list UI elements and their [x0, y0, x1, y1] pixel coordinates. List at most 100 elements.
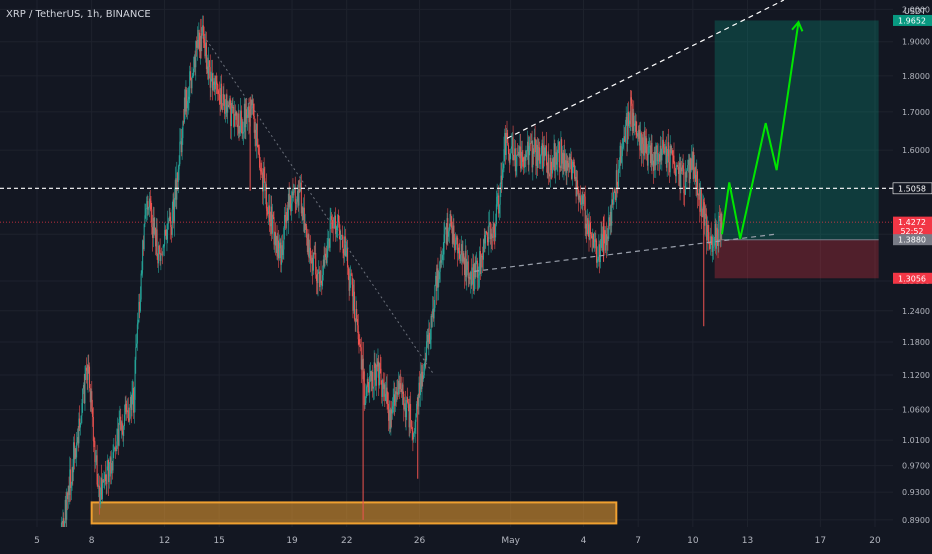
candle-body: [464, 257, 466, 276]
candle-body: [383, 384, 385, 389]
candle-body: [355, 309, 357, 323]
candle-body: [495, 204, 497, 225]
drawings-layer[interactable]: [0, 0, 893, 376]
candle-body: [133, 387, 135, 413]
candle-body: [535, 140, 537, 166]
candle-body: [504, 132, 506, 150]
candle-body: [302, 207, 304, 220]
candle-body: [243, 103, 245, 132]
y-tick-label: 1.1200: [902, 371, 930, 380]
candle-body: [665, 146, 667, 151]
candle-body: [422, 371, 424, 379]
trendline-downtrend[interactable]: [200, 31, 435, 376]
candle-body: [591, 236, 593, 239]
candle-body: [512, 137, 514, 156]
candle-body: [482, 256, 484, 260]
candle-body: [219, 95, 221, 105]
candle-body: [473, 264, 475, 291]
candle-body: [625, 116, 627, 126]
candle-body: [260, 169, 262, 172]
candle-body: [539, 156, 541, 164]
candle-body: [144, 215, 146, 225]
candle-body: [507, 137, 509, 146]
candle-body: [358, 339, 360, 345]
candle-body: [92, 416, 94, 441]
candle-body: [440, 260, 442, 263]
candle-body: [274, 232, 276, 245]
projection-path[interactable]: [720, 21, 800, 239]
position-layer[interactable]: [714, 20, 879, 279]
candle-body: [293, 188, 295, 196]
candle-body: [211, 73, 213, 79]
candle-body: [438, 271, 440, 280]
candle-body: [679, 162, 681, 188]
candle-body: [547, 154, 549, 174]
loss-zone: [714, 239, 879, 279]
candle-body: [510, 148, 512, 154]
time-axis[interactable]: 5 8 12 15 19 22 26 May 4 7 10 13 17 20: [34, 536, 881, 546]
candle-body: [390, 409, 392, 429]
candle-body: [721, 213, 723, 234]
candle-body: [268, 205, 270, 214]
candle-body: [694, 167, 696, 175]
candle-body: [599, 240, 601, 263]
candle-body: [114, 447, 116, 449]
y-tick-label: 1.9000: [902, 38, 930, 47]
candle-body: [277, 240, 279, 257]
candle-body: [575, 176, 577, 197]
candle-body: [217, 84, 219, 91]
candle-body: [482, 239, 484, 260]
candle-body: [678, 167, 680, 175]
candle-body: [105, 481, 107, 485]
candle-body: [387, 404, 389, 405]
candle-body: [230, 105, 232, 127]
candle-body: [415, 413, 417, 422]
candle-body: [87, 365, 89, 380]
candle-body: [442, 254, 444, 256]
candle-body: [385, 387, 387, 394]
candle-body: [656, 145, 658, 162]
trendline-channel-bottom[interactable]: [474, 233, 775, 272]
candle-body: [624, 125, 626, 142]
trendline-channel-top[interactable]: [506, 0, 785, 139]
candle-body: [127, 410, 129, 419]
candle-body: [136, 324, 138, 344]
candle-body: [341, 234, 343, 236]
candle-body: [681, 167, 683, 172]
x-tick-label: 12: [159, 536, 170, 546]
candle-body: [78, 418, 80, 444]
candle-body: [314, 253, 316, 254]
candle-body: [703, 202, 705, 226]
candle-body: [550, 157, 552, 171]
candle-body: [473, 263, 475, 291]
candle-body: [340, 235, 342, 240]
candle-body: [394, 394, 396, 406]
candle-body: [719, 215, 721, 218]
candle-body: [470, 271, 472, 280]
candle-body: [577, 189, 579, 200]
candle-body: [551, 170, 553, 174]
candle-body: [528, 145, 530, 165]
candle-body: [610, 211, 612, 226]
candle-body: [527, 141, 529, 165]
candle-body: [711, 236, 713, 252]
candle-body: [206, 66, 208, 70]
candle-body: [179, 141, 181, 165]
candle-body: [164, 229, 166, 245]
candle-body: [199, 47, 201, 52]
candle-body: [186, 89, 188, 109]
candle-body: [286, 208, 288, 223]
candle-body: [493, 222, 495, 233]
candle-body: [704, 213, 706, 226]
candle-body: [328, 238, 330, 248]
candle-body: [413, 431, 415, 433]
candle-body: [91, 391, 93, 409]
candle-body: [202, 25, 204, 32]
candle-body: [687, 159, 689, 166]
candle-body: [111, 463, 113, 474]
candle-body: [168, 216, 170, 222]
candle-body: [76, 442, 78, 458]
candle-body: [618, 168, 620, 187]
